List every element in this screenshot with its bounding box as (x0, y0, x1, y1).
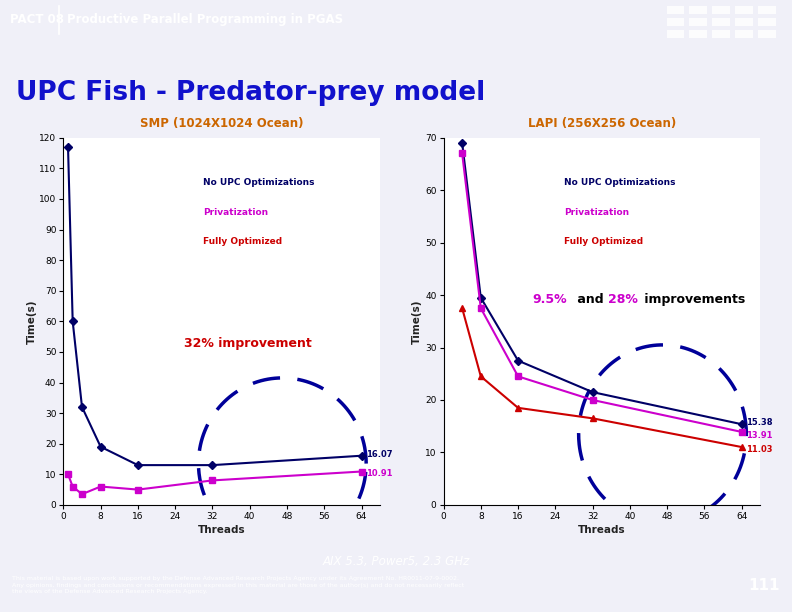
Text: 32% improvement: 32% improvement (184, 337, 311, 350)
Bar (689, 18, 707, 26)
Text: Privatization: Privatization (564, 208, 629, 217)
Bar (712, 18, 730, 26)
Text: improvements: improvements (640, 293, 745, 306)
Bar (689, 6, 707, 14)
Text: No UPC Optimizations: No UPC Optimizations (203, 179, 314, 187)
Bar (758, 30, 775, 38)
Bar (758, 6, 775, 14)
Text: UPC Fish - Predator-prey model: UPC Fish - Predator-prey model (16, 80, 485, 106)
Text: 111: 111 (748, 578, 780, 592)
Text: 28%: 28% (608, 293, 638, 306)
Text: 15.38: 15.38 (746, 417, 773, 427)
Y-axis label: Time(s): Time(s) (26, 299, 36, 343)
Text: SMP (1024X1024 Ocean): SMP (1024X1024 Ocean) (140, 118, 303, 130)
Text: 11.03: 11.03 (746, 446, 773, 454)
Text: No UPC Optimizations: No UPC Optimizations (564, 179, 676, 187)
Text: LAPI (256X256 Ocean): LAPI (256X256 Ocean) (527, 118, 676, 130)
Bar (735, 6, 752, 14)
Bar (667, 30, 684, 38)
Y-axis label: Time(s): Time(s) (413, 299, 422, 343)
Bar (667, 6, 684, 14)
Text: 10.91: 10.91 (366, 469, 393, 478)
Bar (758, 18, 775, 26)
Text: Privatization: Privatization (203, 208, 268, 217)
Text: Fully Optimized: Fully Optimized (203, 237, 282, 246)
Bar (689, 30, 707, 38)
Bar (735, 30, 752, 38)
Text: 13.91: 13.91 (746, 431, 773, 439)
X-axis label: Threads: Threads (578, 525, 626, 535)
Bar (667, 18, 684, 26)
Text: PACT 08: PACT 08 (10, 13, 63, 26)
Text: 16.07: 16.07 (366, 450, 393, 459)
Text: AIX 5.3, Power5, 2.3 GHz: AIX 5.3, Power5, 2.3 GHz (322, 555, 470, 569)
Bar (735, 18, 752, 26)
X-axis label: Threads: Threads (198, 525, 246, 535)
Text: Fully Optimized: Fully Optimized (564, 237, 643, 246)
Text: 9.5%: 9.5% (532, 293, 567, 306)
Text: This material is based upon work supported by the Defense Advanced Research Proj: This material is based upon work support… (12, 576, 464, 594)
Bar (712, 6, 730, 14)
Bar (712, 30, 730, 38)
Text: and: and (573, 293, 608, 306)
Text: Productive Parallel Programming in PGAS: Productive Parallel Programming in PGAS (67, 13, 344, 26)
